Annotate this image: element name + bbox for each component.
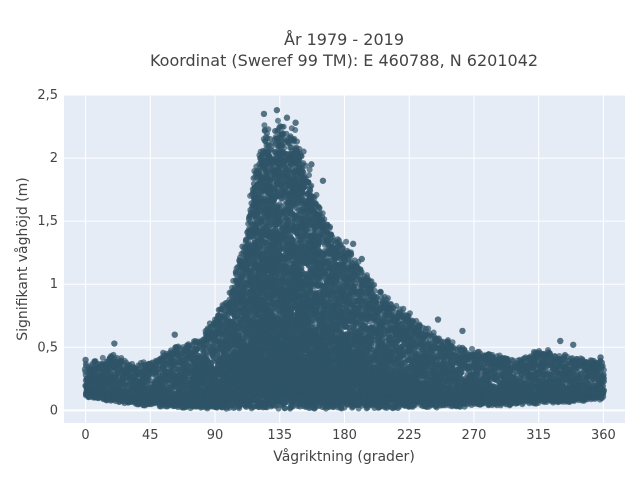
data-points	[81, 106, 608, 412]
chart-title-line-1: År 1979 - 2019	[284, 30, 404, 49]
data-point	[265, 126, 272, 133]
chart-title-line-2: Koordinat (Sweref 99 TM): E 460788, N 62…	[150, 51, 538, 70]
data-point	[99, 354, 106, 361]
